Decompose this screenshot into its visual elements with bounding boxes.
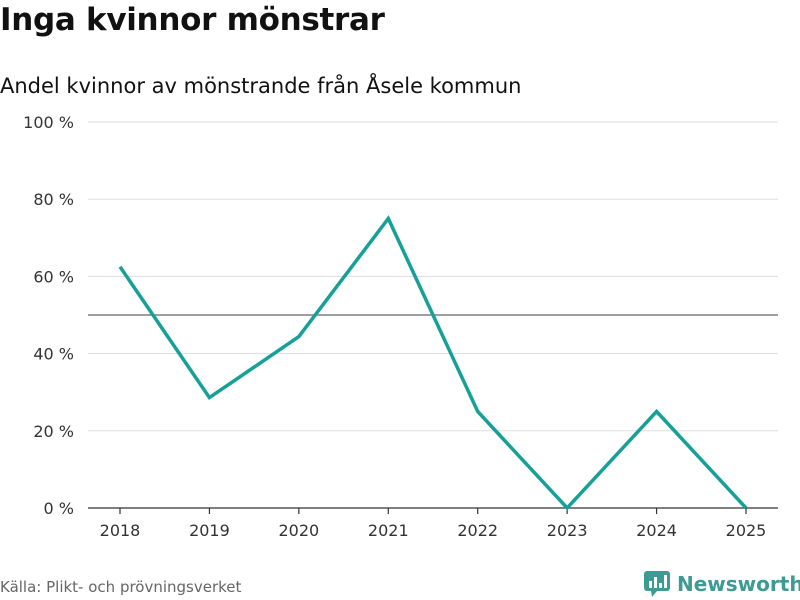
- x-tick-label-2018: 2018: [100, 521, 141, 540]
- newsworthy-logo-icon: [644, 571, 670, 597]
- data-point-2019: [207, 396, 211, 400]
- x-tick-label-2025: 2025: [726, 521, 767, 540]
- data-point-2022: [476, 410, 480, 414]
- series-line-0: [118, 215, 748, 511]
- data-point-2023: [565, 506, 569, 510]
- y-tick-label-60: 60 %: [33, 267, 74, 286]
- source-note: Källa: Plikt- och prövningsverket: [0, 578, 242, 596]
- data-point-2021: [386, 217, 390, 221]
- data-point-2024: [655, 410, 659, 414]
- x-tick-label-2019: 2019: [189, 521, 230, 540]
- x-tick-label-2021: 2021: [368, 521, 409, 540]
- x-tick-label-2020: 2020: [278, 521, 319, 540]
- x-tick-label-2022: 2022: [457, 521, 498, 540]
- x-tick-label-2023: 2023: [547, 521, 588, 540]
- y-tick-label-20: 20 %: [33, 422, 74, 441]
- brand: Newsworthy: [643, 570, 800, 598]
- x-tick-label-2024: 2024: [636, 521, 677, 540]
- brand-name: Newsworthy: [677, 572, 800, 596]
- y-tick-label-100: 100 %: [23, 113, 74, 132]
- chart-subtitle: Andel kvinnor av mönstrande från Åsele k…: [0, 74, 522, 98]
- data-point-2020: [297, 335, 301, 339]
- chart-title: Inga kvinnor mönstrar: [0, 2, 385, 38]
- data-point-2025: [744, 506, 748, 510]
- data-point-2018: [118, 265, 122, 269]
- y-tick-label-80: 80 %: [33, 190, 74, 209]
- y-tick-label-0: 0 %: [44, 499, 74, 518]
- y-tick-label-40: 40 %: [33, 345, 74, 364]
